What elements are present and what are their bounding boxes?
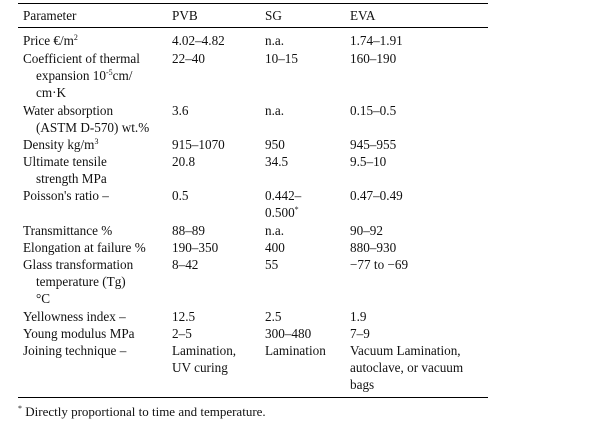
cell-pvb: 190–350	[172, 240, 219, 255]
cell-sg: 400	[265, 240, 285, 255]
footnote-mark: *	[18, 404, 22, 413]
header-pvb: PVB	[172, 8, 198, 23]
cell-eva: 160–190	[350, 51, 397, 66]
cell-eva: Vacuum Lamination, autoclave, or vacuum …	[350, 343, 464, 392]
cell-pvb: 88–89	[172, 223, 205, 238]
cell-sg: 0.442– 0.500*	[265, 188, 302, 220]
header-eva: EVA	[350, 8, 376, 23]
cell-parameter: Water absorption (ASTM D-570) wt.%	[23, 103, 150, 135]
cell-eva: 9.5–10	[350, 154, 387, 169]
cell-eva: 880–930	[350, 240, 397, 255]
cell-parameter: Poisson's ratio –	[23, 188, 109, 203]
cell-sg: n.a.	[265, 103, 285, 118]
top-rule	[18, 3, 488, 4]
cell-pvb: 4.02–4.82	[172, 33, 225, 48]
cell-sg: 300–480	[265, 326, 312, 341]
cell-pvb: 915–1070	[172, 137, 225, 152]
cell-sg: 34.5	[265, 154, 289, 169]
cell-eva: 90–92	[350, 223, 383, 238]
cell-eva: 945–955	[350, 137, 397, 152]
cell-parameter: Elongation at failure %	[23, 240, 146, 255]
cell-sg: 950	[265, 137, 285, 152]
cell-eva: −77 to −69	[350, 257, 409, 272]
cell-eva: 0.47–0.49	[350, 188, 403, 203]
cell-parameter: Yellowness index –	[23, 309, 126, 324]
cell-pvb: 3.6	[172, 103, 189, 118]
cell-parameter: Glass transformation temperature (Tg) °C	[23, 257, 134, 306]
cell-pvb: 2–5	[172, 326, 192, 341]
cell-pvb: 20.8	[172, 154, 196, 169]
cell-eva: 1.9	[350, 309, 367, 324]
cell-eva: 0.15–0.5	[350, 103, 397, 118]
cell-parameter: Density kg/m3	[23, 137, 99, 152]
cell-parameter: Price €/m2	[23, 33, 78, 48]
cell-pvb: 22–40	[172, 51, 205, 66]
footnote-text: Directly proportional to time and temper…	[22, 404, 266, 419]
cell-parameter: Transmittance %	[23, 223, 113, 238]
cell-parameter: Young modulus MPa	[23, 326, 135, 341]
cell-sg: Lamination	[265, 343, 326, 358]
cell-sg: n.a.	[265, 33, 285, 48]
cell-parameter: Joining technique –	[23, 343, 127, 358]
cell-pvb: 0.5	[172, 188, 189, 203]
cell-sg: n.a.	[265, 223, 285, 238]
footnote: * Directly proportional to time and temp…	[18, 404, 266, 420]
cell-parameter: Coefficient of thermal expansion 10-5cm/…	[23, 51, 140, 100]
bottom-rule	[18, 397, 488, 398]
header-sg: SG	[265, 8, 282, 23]
header-rule	[18, 27, 488, 28]
cell-sg: 10–15	[265, 51, 298, 66]
cell-pvb: 12.5	[172, 309, 196, 324]
cell-pvb: Lamination, UV curing	[172, 343, 237, 375]
cell-pvb: 8–42	[172, 257, 199, 272]
cell-eva: 7–9	[350, 326, 370, 341]
header-parameter: Parameter	[23, 8, 77, 23]
cell-sg: 55	[265, 257, 279, 272]
cell-sg: 2.5	[265, 309, 282, 324]
cell-eva: 1.74–1.91	[350, 33, 403, 48]
cell-parameter: Ultimate tensile strength MPa	[23, 154, 107, 186]
